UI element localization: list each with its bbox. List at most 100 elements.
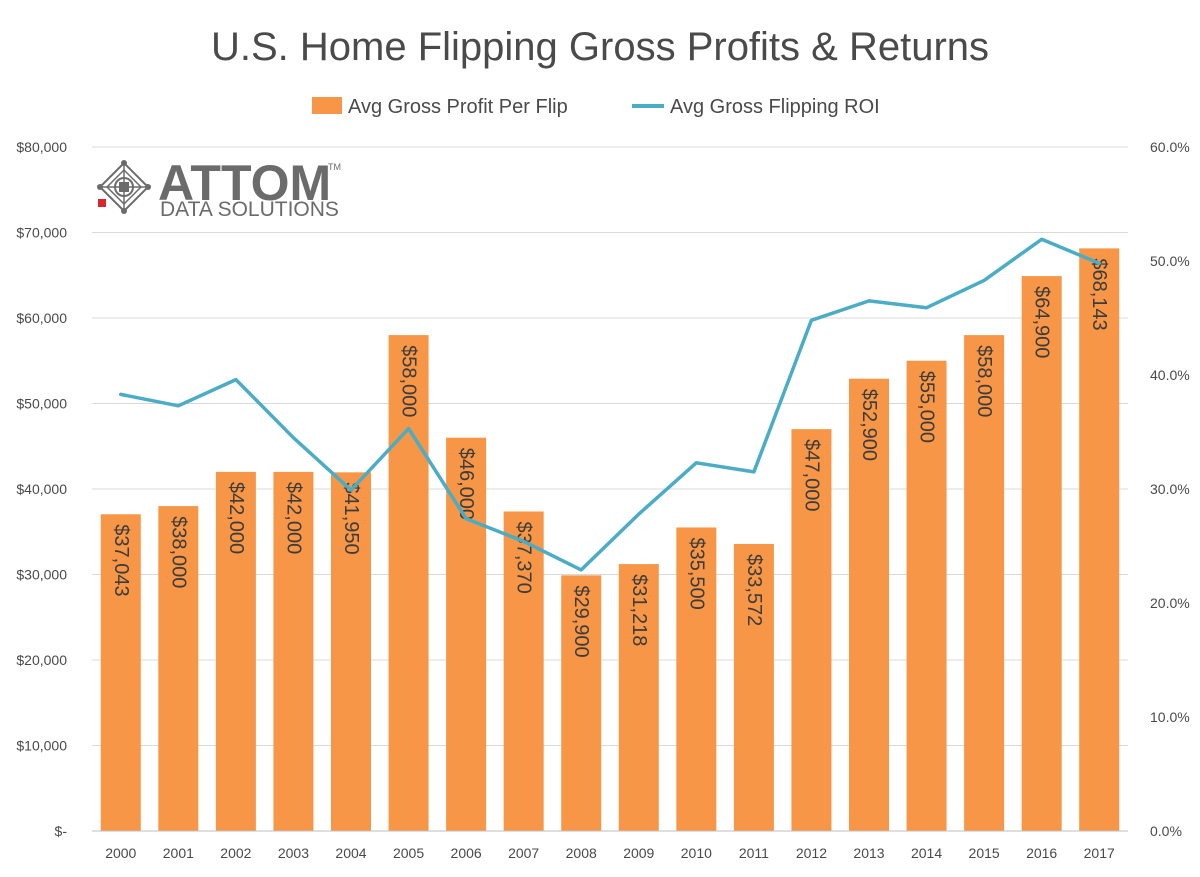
roi-point bbox=[579, 568, 583, 572]
bar-data-label: $68,143 bbox=[1088, 258, 1110, 330]
bar-data-label: $58,000 bbox=[398, 345, 420, 417]
roi-point bbox=[1097, 261, 1101, 265]
roi-point bbox=[637, 512, 641, 516]
x-axis-tick-label: 2004 bbox=[335, 845, 366, 861]
bar bbox=[273, 471, 314, 831]
bar-data-label: $55,000 bbox=[916, 371, 938, 443]
bar-data-label: $47,000 bbox=[800, 439, 822, 511]
right-axis-tick-label: 10.0% bbox=[1150, 709, 1190, 725]
bar bbox=[331, 472, 371, 831]
bar-data-label: $41,950 bbox=[340, 482, 362, 554]
left-axis-tick-label: $50,000 bbox=[16, 396, 67, 412]
bar-data-labels: $37,043 $38,000 $42,000 $42,000 $41,950 $58,0… bbox=[110, 258, 1110, 657]
legend-label-line: Avg Gross Flipping ROI bbox=[670, 96, 880, 118]
bar bbox=[676, 527, 717, 831]
bar bbox=[388, 335, 429, 831]
bar bbox=[849, 378, 889, 831]
x-axis-tick-label: 2016 bbox=[1026, 845, 1057, 861]
roi-point bbox=[752, 470, 756, 474]
roi-point bbox=[291, 436, 295, 440]
bar-data-label: $42,000 bbox=[225, 482, 247, 554]
bar-data-label: $35,500 bbox=[685, 537, 707, 609]
bar-data-label: $37,043 bbox=[110, 524, 132, 596]
bar bbox=[1079, 248, 1120, 832]
logo-wordmark: ATTOM bbox=[158, 155, 331, 211]
roi-point bbox=[1040, 237, 1044, 241]
right-axis-tick-label: 20.0% bbox=[1150, 595, 1190, 611]
roi-line bbox=[119, 237, 1101, 572]
roi-point bbox=[694, 461, 698, 465]
roi-line-series bbox=[119, 237, 1101, 572]
x-axis-tick-label: 2012 bbox=[796, 845, 827, 861]
bar-data-label: $38,000 bbox=[167, 516, 189, 588]
bar-data-label: $29,900 bbox=[570, 585, 592, 657]
bar bbox=[733, 543, 774, 831]
bar bbox=[503, 511, 544, 831]
x-axis-tick-label: 2011 bbox=[739, 845, 769, 861]
bar-data-label: $52,900 bbox=[858, 389, 880, 461]
left-axis-tick-label: $80,000 bbox=[16, 139, 67, 155]
right-axis-tick-label: 30.0% bbox=[1150, 481, 1190, 497]
x-axis-tick-label: 2013 bbox=[853, 845, 884, 861]
left-axis-tick-label: $40,000 bbox=[16, 481, 67, 497]
left-axis-tick-label: $10,000 bbox=[16, 738, 67, 754]
bar-data-label: $33,572 bbox=[743, 554, 765, 626]
roi-point bbox=[407, 427, 411, 431]
roi-point bbox=[867, 299, 871, 303]
x-axis-tick-label: 2014 bbox=[911, 845, 942, 861]
bar-data-label: $64,900 bbox=[1031, 286, 1053, 358]
left-axis-tick-label: $20,000 bbox=[16, 652, 67, 668]
bar bbox=[906, 360, 947, 831]
left-axis: $- $10,000 $20,000 $30,000 $40,000 $50,000 $60… bbox=[16, 139, 67, 839]
roi-point bbox=[349, 488, 353, 492]
roi-point bbox=[809, 318, 813, 322]
chart-title: U.S. Home Flipping Gross Profits & Retur… bbox=[211, 25, 989, 69]
x-axis-tick-label: 2008 bbox=[566, 845, 597, 861]
right-axis-tick-label: 40.0% bbox=[1150, 367, 1190, 383]
bar-data-label: $31,218 bbox=[628, 574, 650, 646]
x-axis-tick-label: 2009 bbox=[623, 845, 654, 861]
right-axis-tick-label: 0.0% bbox=[1150, 823, 1182, 839]
bar bbox=[446, 437, 487, 831]
right-axis: 0.0% 10.0% 20.0% 30.0% 40.0% 50.0% 60.0% bbox=[1150, 139, 1190, 839]
right-axis-tick-label: 60.0% bbox=[1150, 139, 1190, 155]
legend: Avg Gross Profit Per Flip Avg Gross Flip… bbox=[312, 96, 880, 118]
bar bbox=[618, 564, 659, 831]
bar bbox=[791, 429, 832, 831]
x-axis: 2000 2001 2002 2003 2004 2005 2006 2007 2008 2009… bbox=[92, 830, 1128, 861]
bar bbox=[964, 335, 1005, 831]
left-axis-tick-label: $30,000 bbox=[16, 567, 67, 583]
left-axis-tick-label: $- bbox=[55, 823, 68, 839]
logo-tagline: DATA SOLUTIONS bbox=[160, 198, 339, 221]
bar-data-label: $42,000 bbox=[282, 482, 304, 554]
roi-point bbox=[176, 404, 180, 408]
x-axis-tick-label: 2007 bbox=[508, 845, 539, 861]
x-axis-tick-label: 2015 bbox=[969, 845, 1000, 861]
x-axis-tick-label: 2003 bbox=[278, 845, 309, 861]
roi-point bbox=[464, 517, 468, 521]
bar-series bbox=[100, 248, 1120, 832]
attom-logo-icon bbox=[97, 160, 151, 214]
x-axis-tick-label: 2002 bbox=[220, 845, 251, 861]
roi-point bbox=[982, 278, 986, 282]
roi-point bbox=[522, 539, 526, 543]
logo-trademark: TM bbox=[328, 162, 341, 172]
bar bbox=[1021, 276, 1062, 832]
legend-label-bars: Avg Gross Profit Per Flip bbox=[348, 96, 568, 118]
right-axis-tick-label: 50.0% bbox=[1150, 253, 1190, 269]
bar bbox=[561, 575, 602, 831]
x-axis-tick-label: 2001 bbox=[163, 845, 194, 861]
x-axis-tick-label: 2006 bbox=[451, 845, 482, 861]
bar bbox=[158, 506, 199, 831]
bar-data-label: $37,370 bbox=[513, 521, 535, 593]
roi-point bbox=[119, 392, 123, 396]
bar-data-label: $58,000 bbox=[973, 345, 995, 417]
roi-point bbox=[234, 378, 238, 382]
legend-swatch-bars bbox=[312, 97, 342, 114]
bar bbox=[100, 514, 141, 831]
bar-data-label: $46,000 bbox=[455, 448, 477, 520]
attom-logo: ATTOM TM DATA SOLUTIONS bbox=[97, 155, 341, 221]
roi-point bbox=[925, 306, 929, 310]
